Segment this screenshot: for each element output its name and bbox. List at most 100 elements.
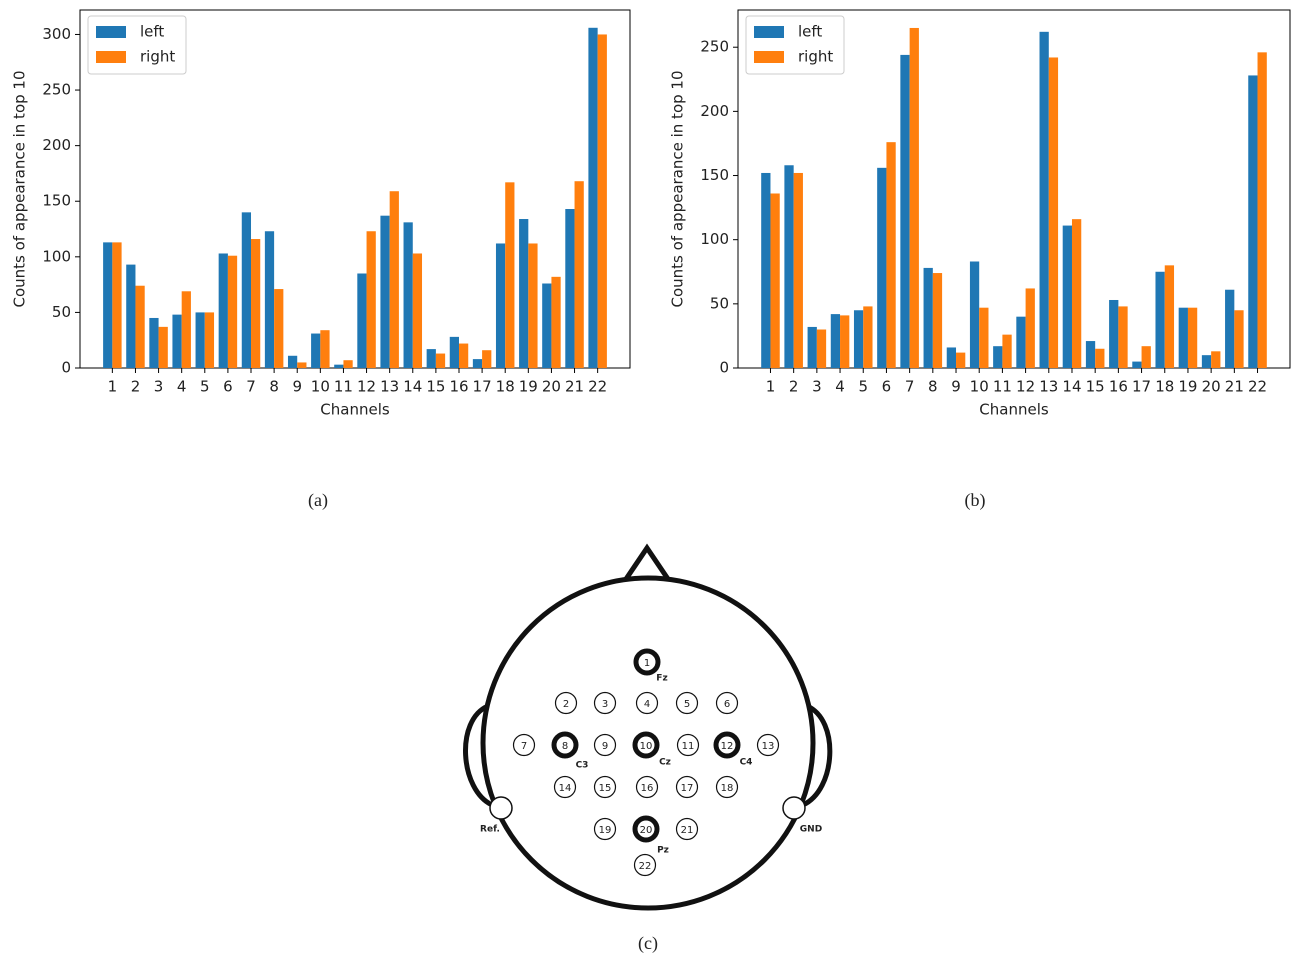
electrode — [635, 775, 659, 799]
electrode-label: 8 — [562, 741, 568, 752]
x-tick-label: 13 — [380, 378, 399, 396]
gnd-electrode — [782, 796, 806, 820]
y-tick-label: 0 — [719, 359, 729, 377]
bar — [320, 330, 330, 368]
y-tick-label: 200 — [700, 102, 729, 120]
x-tick-label: 8 — [269, 378, 279, 396]
bar — [863, 306, 873, 368]
electrode-label: 19 — [599, 825, 612, 836]
bar — [830, 314, 841, 368]
bar — [1132, 361, 1142, 368]
bar — [807, 326, 817, 368]
electrode — [593, 733, 617, 757]
bar — [426, 349, 436, 368]
bar — [909, 27, 919, 368]
electrode — [713, 731, 741, 759]
site-name: Fz — [656, 674, 667, 684]
bar — [1002, 334, 1012, 368]
legend-label: right — [798, 48, 833, 66]
bar — [542, 283, 552, 368]
x-tick-label: 6 — [882, 378, 892, 396]
bar — [784, 165, 794, 368]
bar — [877, 167, 887, 368]
bar — [1062, 225, 1072, 368]
x-tick-label: 4 — [177, 378, 187, 396]
caption: (b) — [965, 490, 986, 511]
bar — [588, 27, 598, 369]
x-tick-label: 15 — [426, 378, 445, 396]
ref-electrode — [489, 796, 513, 820]
bar — [574, 181, 584, 368]
bar — [241, 212, 252, 368]
y-tick-label: 100 — [42, 247, 71, 265]
bar — [1016, 316, 1026, 368]
electrode — [715, 691, 739, 715]
x-tick-label: 9 — [292, 378, 302, 396]
bar — [1025, 288, 1035, 368]
bar — [389, 191, 399, 368]
bar — [1234, 310, 1244, 368]
electrode — [675, 817, 699, 841]
x-tick-label: 2 — [131, 378, 141, 396]
bar — [482, 350, 492, 368]
x-tick-label: 2 — [789, 378, 799, 396]
bar — [112, 242, 122, 368]
electrode — [593, 775, 617, 799]
electrode — [551, 731, 579, 759]
head — [463, 543, 833, 911]
electrode-label: 3 — [602, 699, 608, 710]
bar — [946, 347, 957, 368]
bar — [1095, 348, 1105, 368]
legend-label: left — [798, 23, 822, 41]
bar — [597, 34, 607, 369]
electrode-label: 21 — [681, 825, 694, 836]
bar — [969, 261, 980, 368]
bar — [1248, 75, 1258, 368]
bar — [297, 362, 307, 368]
electrode-label: 2 — [563, 699, 569, 710]
x-tick-label: 10 — [970, 378, 989, 396]
electrode-label: 22 — [639, 861, 652, 872]
electrode-label: 15 — [599, 783, 612, 794]
y-tick-label: 50 — [710, 294, 729, 312]
caption: (c) — [638, 933, 658, 954]
bar — [853, 310, 864, 368]
x-tick-label: 14 — [1062, 378, 1081, 396]
electrode-label: 17 — [681, 783, 694, 794]
x-tick-label: 8 — [928, 378, 938, 396]
legend-swatch — [96, 51, 126, 63]
bar — [551, 276, 561, 368]
bar — [334, 364, 344, 368]
bar — [1155, 271, 1165, 368]
bar — [1048, 57, 1059, 368]
x-tick-label: 6 — [223, 378, 233, 396]
y-tick-label: 0 — [61, 359, 71, 377]
x-tick-label: 5 — [200, 378, 210, 396]
reference-label: GND — [800, 825, 822, 835]
bar — [1039, 31, 1049, 368]
electrode — [593, 817, 617, 841]
bar — [204, 312, 215, 368]
bar — [1141, 346, 1151, 368]
electrode — [593, 691, 617, 715]
electrode — [633, 648, 661, 676]
legend-swatch — [754, 51, 784, 63]
electrode — [635, 691, 659, 715]
bar — [979, 307, 989, 368]
bar — [993, 346, 1003, 368]
x-tick-label: 17 — [473, 378, 492, 396]
bar — [505, 182, 515, 368]
x-tick-label: 21 — [565, 378, 584, 396]
electrode-label: 20 — [640, 825, 653, 836]
bar — [495, 243, 506, 368]
x-tick-label: 15 — [1086, 378, 1105, 396]
bar — [472, 359, 483, 368]
bar — [435, 353, 446, 368]
electrode-label: 14 — [559, 783, 572, 794]
bar — [403, 222, 413, 368]
y-tick-label: 250 — [42, 81, 71, 99]
x-axis-label: Channels — [320, 401, 390, 419]
electrode-label: 1 — [644, 658, 650, 669]
bar — [449, 336, 459, 368]
left-ear — [463, 703, 494, 808]
